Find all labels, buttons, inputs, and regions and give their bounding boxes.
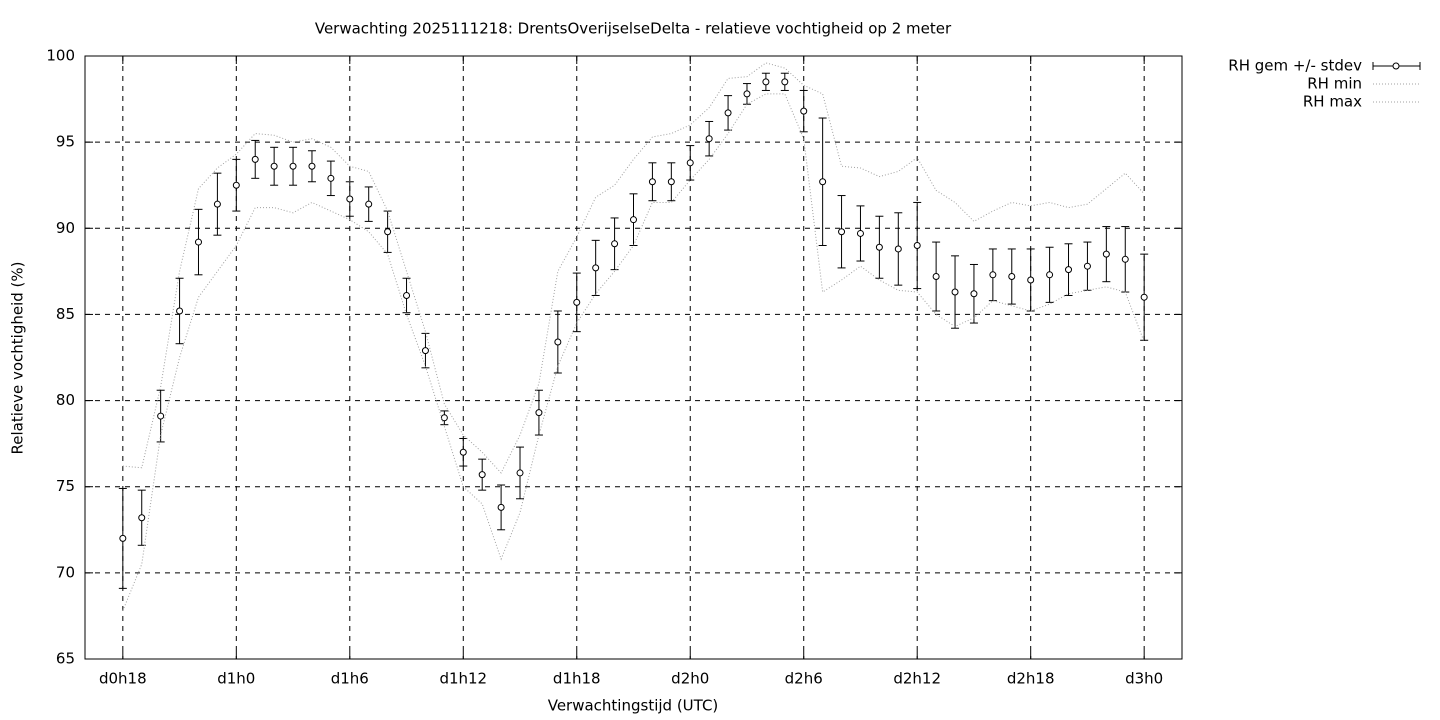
x-tick-label: d2h0: [671, 670, 709, 688]
point: [157, 412, 165, 420]
point: [232, 181, 240, 189]
y-tick-label: 75: [56, 477, 75, 495]
point: [1046, 271, 1054, 279]
point: [1065, 266, 1073, 274]
point: [421, 347, 429, 355]
point: [1102, 250, 1110, 258]
legend-sample: [1392, 62, 1400, 70]
point: [403, 291, 411, 299]
point: [119, 534, 127, 542]
point: [327, 174, 335, 182]
point: [346, 195, 354, 203]
y-axis-label: Relatieve vochtigheid (%): [9, 261, 27, 454]
point: [667, 178, 675, 186]
point: [213, 200, 221, 208]
point: [1140, 293, 1148, 301]
y-tick-label: 90: [56, 219, 75, 237]
point: [270, 162, 278, 170]
point: [516, 469, 524, 477]
point: [1008, 273, 1016, 281]
point: [913, 242, 921, 250]
point: [440, 414, 448, 422]
point: [611, 240, 619, 248]
x-tick-label: d2h12: [893, 670, 941, 688]
legend-label: RH gem +/- stdev: [1228, 57, 1362, 75]
point: [970, 290, 978, 298]
point: [384, 228, 392, 236]
point: [1027, 276, 1035, 284]
point: [459, 448, 467, 456]
legend-label: RH max: [1303, 93, 1362, 111]
legend-label: RH min: [1307, 75, 1362, 93]
chart-title: Verwachting 2025111218: DrentsOverijsels…: [315, 20, 952, 38]
point: [648, 178, 656, 186]
point: [724, 109, 732, 117]
x-tick-label: d1h12: [439, 670, 487, 688]
x-axis-label: Verwachtingstijd (UTC): [548, 697, 719, 715]
point: [875, 243, 883, 251]
x-tick-label: d3h0: [1125, 670, 1163, 688]
point: [1121, 255, 1129, 263]
point: [894, 245, 902, 253]
y-tick-label: 100: [46, 47, 75, 65]
point: [497, 503, 505, 511]
point: [289, 162, 297, 170]
point: [838, 228, 846, 236]
point: [592, 264, 600, 272]
point: [743, 90, 751, 98]
y-tick-label: 65: [56, 650, 75, 668]
x-tick-label: d0h18: [99, 670, 147, 688]
point: [951, 288, 959, 296]
point: [762, 78, 770, 86]
x-tick-label: d1h6: [331, 670, 369, 688]
y-tick-label: 80: [56, 391, 75, 409]
point: [535, 409, 543, 417]
point: [705, 135, 713, 143]
point: [365, 200, 373, 208]
line: [122, 62, 1145, 474]
point: [800, 107, 808, 115]
point: [176, 307, 184, 315]
y-tick-label: 85: [56, 305, 75, 323]
point: [856, 229, 864, 237]
point: [932, 273, 940, 281]
point: [630, 216, 637, 224]
point: [781, 78, 789, 86]
point: [989, 271, 997, 279]
point: [478, 471, 486, 479]
x-tick-label: d2h6: [785, 670, 823, 688]
x-tick-label: d1h0: [217, 670, 255, 688]
y-tick-label: 95: [56, 133, 75, 151]
point: [573, 298, 581, 306]
line: [122, 93, 1145, 611]
point: [1083, 262, 1091, 270]
point: [138, 514, 146, 522]
point: [308, 162, 316, 170]
point: [554, 338, 562, 346]
point: [194, 238, 202, 246]
plot-frame: [84, 55, 1183, 660]
point: [819, 178, 827, 186]
point: [251, 155, 259, 163]
x-tick-label: d2h18: [1007, 670, 1055, 688]
x-tick-label: d1h18: [553, 670, 601, 688]
point: [686, 159, 694, 167]
y-tick-label: 70: [56, 563, 75, 581]
